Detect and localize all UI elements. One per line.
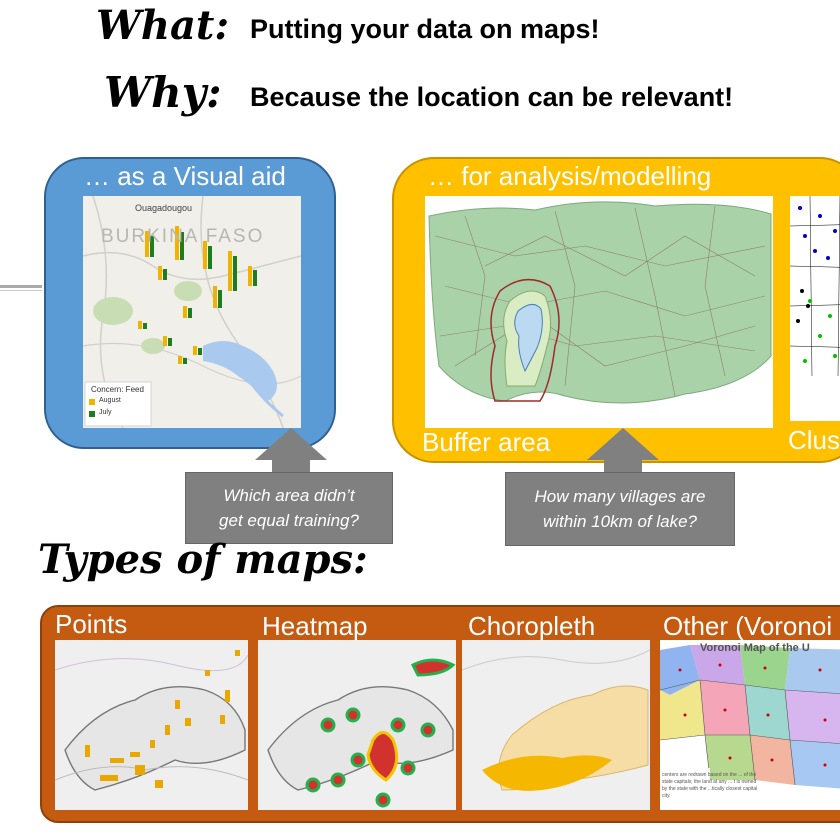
choropleth-thumbnail [462,640,650,810]
points-map-thumbnail [55,640,248,810]
what-text: Putting your data on maps! [250,14,600,44]
visual-aid-title: … as a Visual aid [84,161,286,191]
cluster-label: Clus [788,425,840,455]
callout-training: Which area didn’t get equal training? [185,472,393,544]
what-label: What: [96,2,230,49]
cluster-map [790,196,840,421]
map-city-label: Ouagadougou [135,203,193,213]
analysis-title: … for analysis/modelling [428,161,712,191]
why-text: Because the location can be relevant! [250,82,734,112]
legend-title: Concern: Feed [91,385,144,394]
map-country-label: BURKINA FASO [101,226,265,247]
callout-villages-line2: within 10km of lake? [542,512,697,531]
callout-arrow-villages [587,428,659,460]
type-label-choropleth: Choropleth [468,611,596,641]
callout-training-line2: get equal training? [219,511,359,530]
callout-villages-line1: How many villages are [534,487,706,506]
callout-training-line1: Which area didn’t [223,486,355,505]
legend-item-july: July [99,409,112,416]
callout-stem-training [272,459,310,473]
visual-aid-panel: … as a Visual aid [44,157,336,449]
legend-item-august: August [99,397,121,404]
voronoi-title: Voronoi Map of the U [700,642,810,654]
callout-villages: How many villages are within 10km of lak… [505,472,735,546]
voronoi-note: centers are redrawn based on the ... of … [662,772,758,799]
type-label-other: Other (Voronoi [663,611,833,641]
buffer-map [425,196,773,428]
types-panel: Points Heatmap Choropleth Other (Voronoi [40,605,840,823]
left-divider [0,285,42,288]
buffer-area-label: Buffer area [422,427,551,457]
callout-arrow-training [255,428,327,460]
left-divider-shadow [0,290,42,291]
why-label: Why: [104,68,222,117]
voronoi-thumbnail: Voronoi Map of the U centers are redrawn… [660,640,840,810]
type-label-heatmap: Heatmap [262,611,368,641]
burkina-faso-map: Ouagadougou BURKINA FASO Concern: Feed A… [83,196,301,428]
types-heading: Types of maps: [38,536,368,583]
type-label-points: Points [55,609,128,639]
analysis-panel: … for analysis/modelling [392,157,840,463]
callout-stem-villages [604,459,642,473]
heatmap-thumbnail [258,640,456,810]
